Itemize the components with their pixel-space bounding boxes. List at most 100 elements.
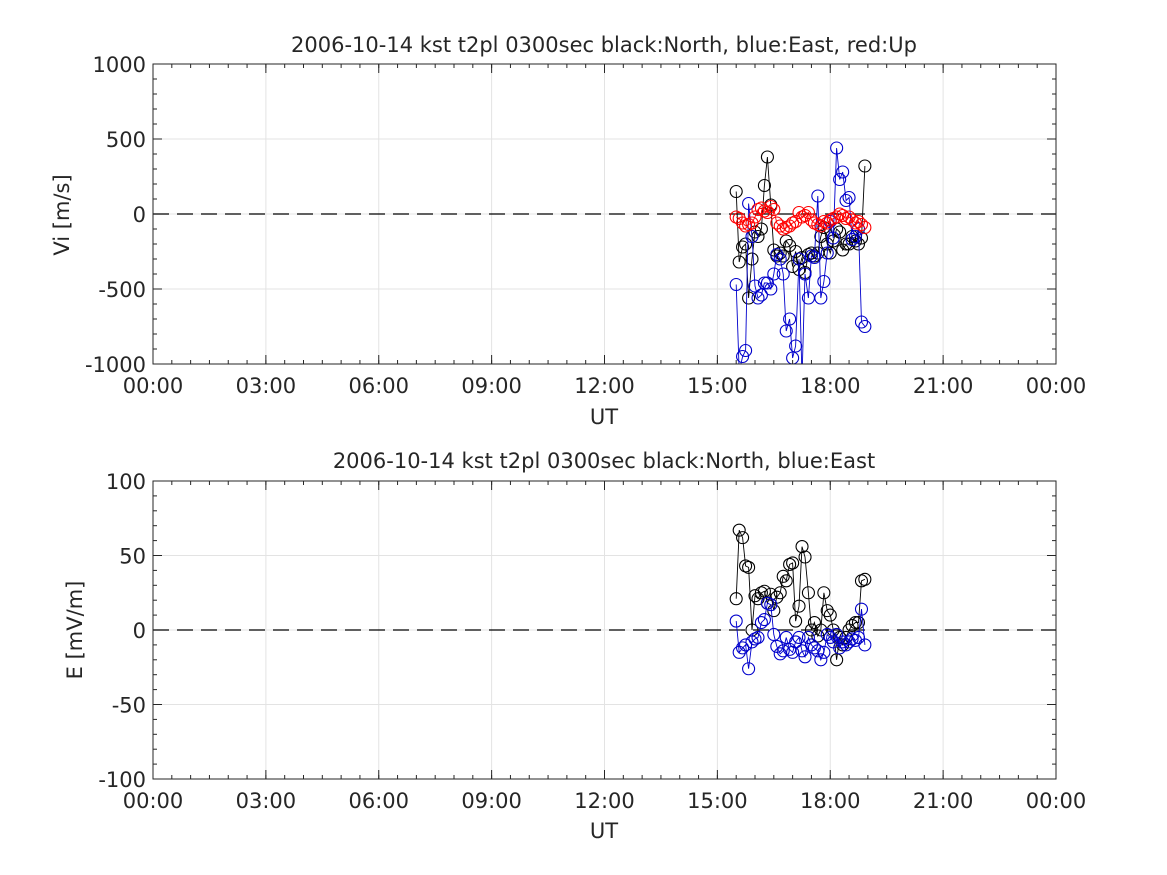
velocity-x-tick-label: 15:00	[687, 374, 748, 398]
efield-x-tick-label: 03:00	[236, 789, 297, 813]
efield-series-0-point	[736, 531, 750, 545]
velocity-series-2-point	[854, 217, 869, 232]
velocity-series-2-point	[804, 213, 818, 227]
efield-x-tick-label: 18:00	[800, 789, 861, 813]
velocity-axes-box	[152, 63, 1057, 365]
efield-plot-area: 00:00 03:00 06:00 09:00 12:00 15:00 18:00 21:00…	[98, 470, 1086, 813]
velocity-x-axis-label: UT	[590, 405, 618, 429]
velocity-x-tick-label: 18:00	[800, 374, 861, 398]
velocity-series-1-point	[748, 279, 762, 293]
velocity-series-1-point	[851, 222, 866, 236]
efield-series-1-point	[767, 627, 781, 642]
velocity-series-0-point	[739, 237, 753, 251]
velocity-series-0-point	[736, 240, 750, 254]
velocity-series-2-point	[736, 216, 750, 230]
velocity-series-2-point	[773, 219, 787, 233]
velocity-x-tick-label: 06:00	[348, 374, 409, 398]
velocity-series-1-point	[854, 315, 869, 329]
efield-series-0-point	[779, 574, 793, 588]
efield-y-tick-label: 100	[106, 470, 146, 494]
velocity-series-1-point	[773, 252, 787, 266]
efield-series-0-point	[783, 557, 797, 571]
velocity-series-2-point	[823, 213, 837, 227]
electric-field-panel: 2006-10-14 kst t2pl 0300sec black:North,…	[63, 449, 1086, 843]
velocity-series-2-point	[801, 205, 815, 220]
velocity-series-2-point	[757, 204, 771, 218]
velocity-series-2-point	[795, 210, 809, 224]
efield-series-0-point	[792, 599, 806, 613]
velocity-series-1-point	[830, 141, 844, 155]
velocity-x-tick-label: 12:00	[574, 374, 635, 398]
efield-series-1-point	[770, 639, 784, 653]
velocity-series-1-point	[842, 190, 856, 205]
efield-series-0-point	[767, 604, 781, 618]
efield-series-1-point	[854, 602, 869, 616]
efield-series-1-point	[742, 662, 756, 676]
velocity-series-1-point	[833, 172, 847, 187]
velocity-series-0-point	[776, 249, 790, 263]
velocity-series-1-point	[779, 324, 793, 338]
velocity-series-0-point	[779, 234, 793, 248]
efield-series-1-point	[776, 644, 790, 658]
velocity-series-2-point	[789, 214, 803, 229]
velocity-series-0-point	[757, 178, 771, 193]
efield-series-1-point	[811, 644, 825, 658]
velocity-series-1-point	[820, 246, 834, 260]
velocity-series-1-point	[807, 250, 821, 265]
velocity-series-1-point	[814, 291, 828, 305]
efield-series-0-point	[754, 586, 768, 600]
velocity-y-tick-label: 0	[133, 203, 146, 227]
efield-series-0-point	[789, 614, 803, 628]
velocity-series-1-point	[729, 277, 743, 292]
efield-series-1-point	[795, 644, 809, 658]
efield-series-1-point	[739, 638, 753, 652]
velocity-series-1-point	[798, 267, 812, 281]
velocity-panel: 2006-10-14 kst t2pl 0300sec black:North,…	[50, 33, 1086, 429]
velocity-series-2-point	[798, 208, 812, 223]
efield-y-axis-label: E [mV/m]	[63, 581, 87, 680]
velocity-data-layer	[729, 141, 872, 364]
efield-series-1-point	[786, 645, 800, 659]
efield-series-1-point	[833, 641, 847, 655]
efield-series-0-point	[817, 586, 831, 600]
velocity-series-2-point	[811, 217, 825, 232]
velocity-y-tick-label: 500	[106, 128, 146, 152]
efield-series-0-point	[732, 523, 746, 537]
velocity-series-2-point	[833, 207, 847, 221]
velocity-series-1-point	[745, 229, 759, 244]
efield-series-0-point	[798, 550, 812, 564]
efield-x-tick-label: 21:00	[913, 789, 974, 813]
velocity-series-1-point	[786, 351, 800, 364]
efield-series-1-point	[754, 615, 768, 630]
efield-series-0-point	[811, 629, 825, 643]
efield-series-0-point	[729, 592, 743, 606]
efield-series-0-point	[820, 604, 834, 618]
efield-series-0-point	[836, 638, 850, 652]
velocity-series-2-point	[748, 210, 762, 224]
velocity-series-0-point	[814, 229, 828, 244]
efield-series-1-point	[748, 632, 762, 646]
efield-y-tick-label: 0	[133, 619, 146, 643]
velocity-series-0-point	[760, 150, 774, 164]
velocity-series-2-point	[732, 211, 746, 226]
velocity-series-1-point	[858, 319, 872, 334]
efield-series-1-point	[801, 630, 815, 645]
velocity-series-0-point	[748, 225, 762, 239]
velocity-series-1-point	[817, 274, 831, 289]
velocity-series-0-point	[732, 255, 746, 269]
velocity-series-0-point	[823, 246, 837, 260]
velocity-series-1-point	[751, 291, 765, 305]
efield-series-1-point	[764, 598, 778, 612]
velocity-x-tick-label: 09:00	[461, 374, 522, 398]
efield-series-0-point	[823, 608, 837, 622]
velocity-series-0-point	[842, 237, 856, 251]
velocity-series-1-point	[826, 231, 840, 245]
efield-y-tick-label: -100	[98, 768, 146, 792]
velocity-series-0-point	[858, 159, 872, 173]
efield-series-1-point	[792, 630, 806, 645]
velocity-series-2-point	[776, 222, 790, 236]
efield-series-0-point	[851, 615, 866, 630]
velocity-series-2-point	[745, 216, 759, 230]
velocity-series-0-point	[767, 243, 781, 257]
